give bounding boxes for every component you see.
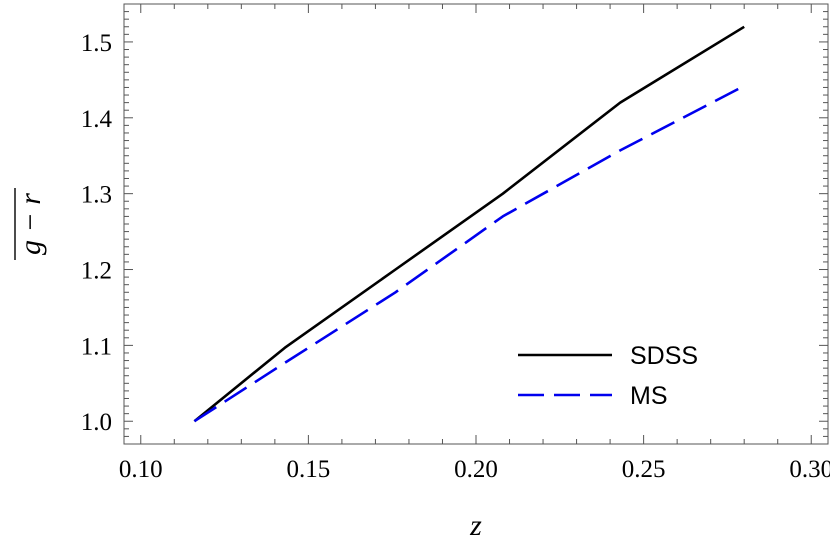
x-tick-label: 0.30 [789,456,830,483]
axis-titles: z g − r [14,188,482,540]
series-line-sdss [193,25,745,423]
legend-label-sdss: SDSS [630,342,698,370]
x-tick-label: 0.25 [622,456,666,483]
legend-label-ms: MS [630,382,668,410]
y-axis-title-group: g − r [14,188,47,260]
y-tick-label: 1.2 [81,258,112,285]
y-tick-label: 1.0 [81,409,112,436]
y-tick-label: 1.3 [81,182,112,209]
y-tick-label: 1.4 [81,106,113,133]
y-axis-title: g − r [14,193,47,255]
x-tick-label: 0.10 [119,456,163,483]
y-tick-label: 1.5 [81,30,112,57]
series-line-ms [193,84,745,423]
ticks-layer: 0.10 0.15 0.20 0.25 0.30 1.0 1.1 1.2 1.3 1.4 1.5 [81,3,830,483]
x-tick-label: 0.20 [454,456,498,483]
x-axis-title: z [469,509,482,540]
series-layer [193,25,745,423]
plot-frame [123,3,829,445]
x-tick-label: 0.15 [287,456,331,483]
y-tick-label: 1.1 [81,333,112,360]
legend: SDSS MS [518,342,698,410]
